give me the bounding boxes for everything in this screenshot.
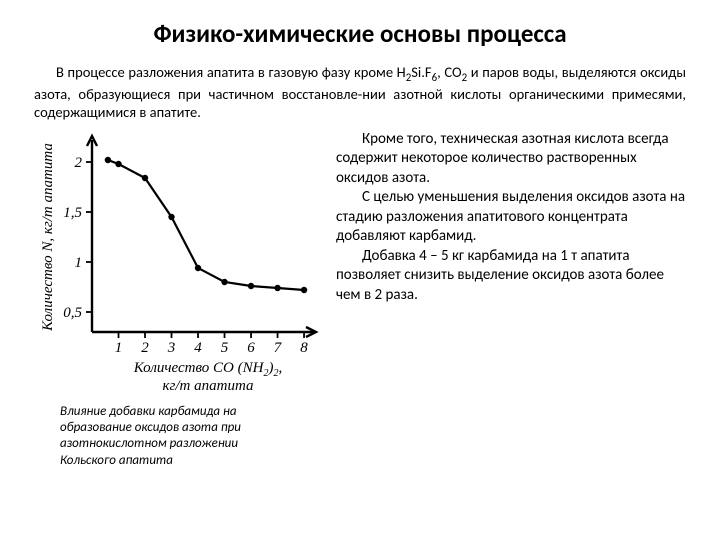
body-text: Кроме того, техническая азотная кислота … [336,130,686,469]
svg-text:Количество N, кг/т апатита: Количество N, кг/т апатита [40,143,56,332]
svg-text:кг/т апатита: кг/т апатита [163,378,254,394]
intro-text-3: , CO [437,63,461,81]
svg-text:7: 7 [274,340,283,356]
intro-text-1: В процессе разложения апатита в газовую … [56,63,406,81]
chart: 1 2 3 4 5 6 7 8 0,5 1 1,5 2 Количество CO (NH2)2,кг/… [34,130,322,398]
para-3: Добавка 4 – 5 кг карбамида на 1 т апатит… [336,247,664,304]
svg-text:8: 8 [300,340,308,356]
intro-text-2: Si.F [411,63,431,81]
svg-text:1,5: 1,5 [63,205,82,221]
para-1: Кроме того, техническая азотная кислота … [336,130,669,187]
svg-text:1: 1 [115,340,123,356]
svg-text:6: 6 [247,340,255,356]
page-title: Физико-химические основы процесса [34,18,686,49]
svg-text:0,5: 0,5 [63,305,82,321]
svg-text:1: 1 [75,255,83,271]
svg-text:5: 5 [221,340,229,356]
svg-text:2: 2 [141,340,149,356]
svg-text:Количество CO (NH2)2,: Количество CO (NH2)2, [133,360,282,379]
svg-text:4: 4 [194,340,202,356]
svg-text:3: 3 [167,340,176,356]
para-2: С целью уменьшения выделения оксидов азо… [336,188,685,245]
svg-text:2: 2 [75,155,83,171]
intro-paragraph: В процессе разложения апатита в газовую … [34,63,686,122]
chart-caption: Влияние добавки карбамида на образование… [60,404,270,469]
